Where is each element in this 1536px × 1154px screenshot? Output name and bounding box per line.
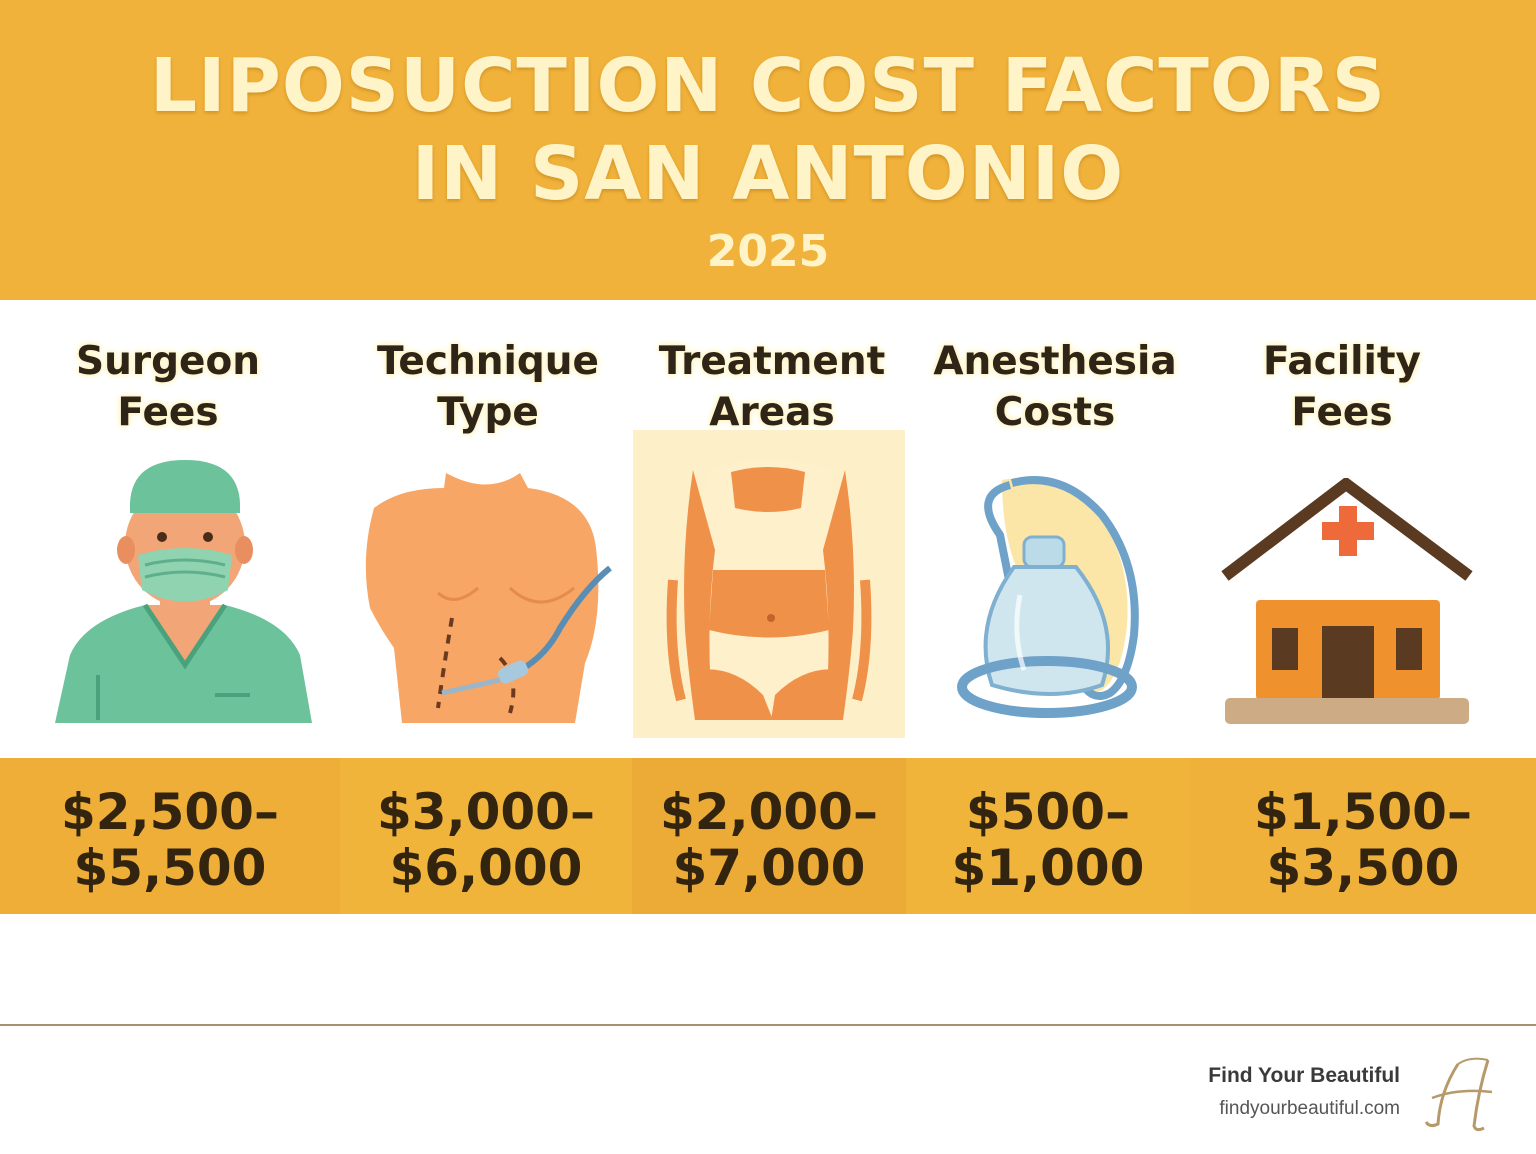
price-range-high: $5,500 (73, 839, 267, 897)
script-h-logo-icon (1418, 1052, 1508, 1136)
body-areas-icon (633, 430, 905, 738)
brand-url: findyourbeautiful.com (1219, 1098, 1400, 1119)
price-range-high: $1,000 (951, 839, 1145, 897)
factor-label-facility-fees: Facility Fees (1263, 339, 1421, 435)
clinic-building-icon (1221, 478, 1473, 724)
torso-cannula-icon (365, 473, 612, 723)
price-cell-anesthesia-costs: $500– $1,000 (906, 758, 1190, 914)
page-title-line1: LIPOSUCTION COST FACTORS (149, 43, 1387, 129)
price-range-high: $6,000 (389, 839, 583, 897)
price-cell-treatment-areas: $2,000– $7,000 (632, 758, 906, 914)
price-band: $2,500– $5,500 $3,000– $6,000 $2,000– $7… (0, 758, 1536, 914)
price-range-low: $2,000– (660, 783, 878, 841)
price-cell-facility-fees: $1,500– $3,500 (1190, 758, 1536, 914)
year-label: 2025 (706, 226, 830, 277)
header-banner: LIPOSUCTION COST FACTORS IN SAN ANTONIO … (0, 0, 1536, 300)
brand-name: Find Your Beautiful (1208, 1064, 1400, 1087)
factor-label-treatment-areas: Treatment Areas (658, 339, 886, 435)
page-title-line2: IN SAN ANTONIO (411, 131, 1125, 217)
anesthesia-mask-icon (957, 476, 1139, 718)
price-range-low: $1,500– (1254, 783, 1472, 841)
price-cell-technique-type: $3,000– $6,000 (340, 758, 632, 914)
footer-divider (0, 1024, 1536, 1026)
price-cell-surgeon-fees: $2,500– $5,500 (0, 758, 340, 914)
price-range-low: $3,000– (377, 783, 595, 841)
price-range-high: $3,500 (1266, 839, 1460, 897)
price-range-low: $2,500– (61, 783, 279, 841)
factor-label-anesthesia-costs: Anesthesia Costs (933, 339, 1177, 435)
price-range-low: $500– (965, 783, 1131, 841)
surgeon-icon (55, 460, 312, 723)
factor-label-surgeon-fees: Surgeon Fees (75, 339, 260, 435)
factor-label-technique-type: Technique Type (376, 339, 600, 435)
price-range-high: $7,000 (672, 839, 866, 897)
